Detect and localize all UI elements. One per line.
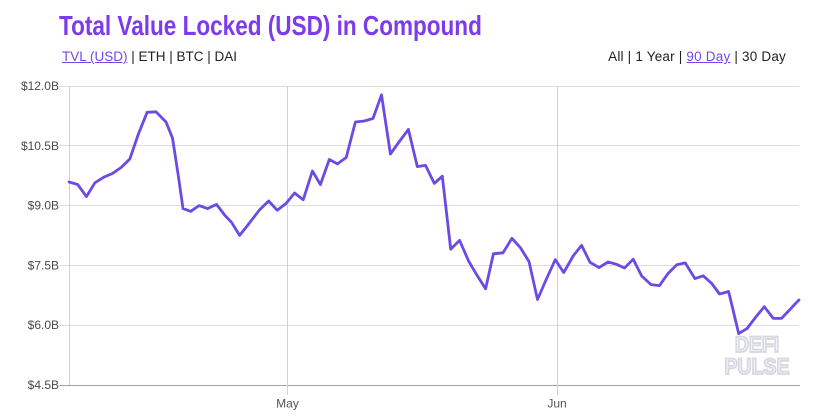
svg-text:$4.5B: $4.5B [28, 378, 59, 392]
svg-text:$9.0B: $9.0B [28, 199, 59, 213]
svg-text:Jun: Jun [547, 397, 566, 411]
svg-text:$12.0B: $12.0B [21, 79, 59, 93]
svg-text:$10.5B: $10.5B [21, 139, 59, 153]
svg-text:$7.5B: $7.5B [28, 258, 59, 272]
svg-text:May: May [276, 397, 299, 411]
svg-text:$6.0B: $6.0B [28, 318, 59, 332]
